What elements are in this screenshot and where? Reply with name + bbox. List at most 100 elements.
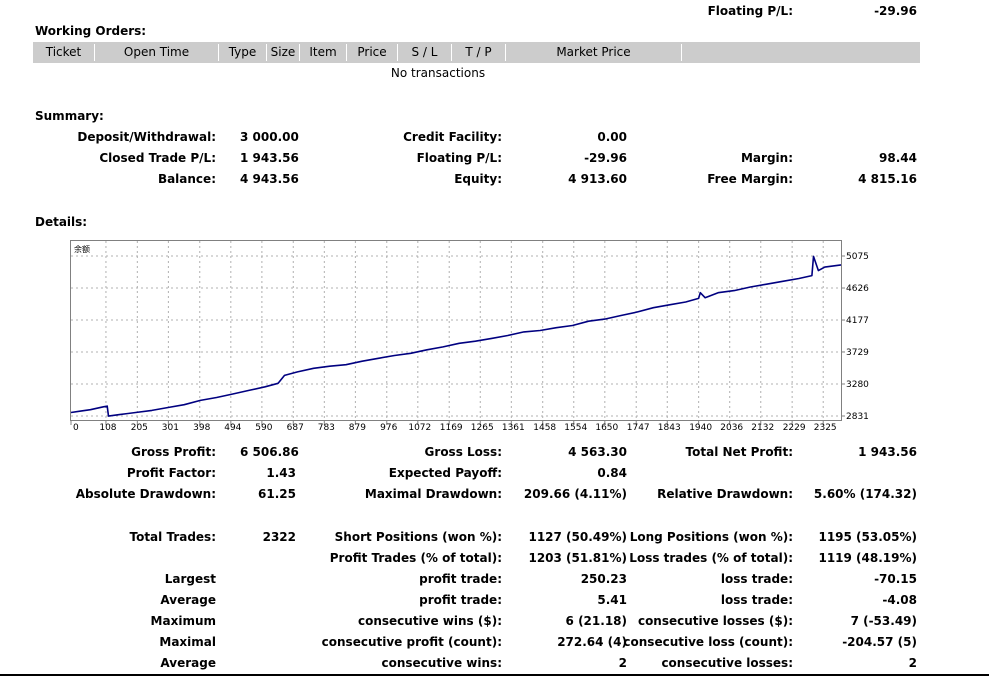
average-loss-value: -4.08: [882, 593, 917, 607]
x-tick-label: 398: [193, 423, 210, 433]
col-size: Size: [270, 45, 296, 59]
free-margin-label: Free Margin:: [707, 172, 793, 186]
short-positions-label: Short Positions (won %):: [334, 530, 502, 544]
chart-title: 余额: [74, 244, 90, 254]
bottom-divider: [0, 674, 989, 676]
floating-pl-label: Floating P/L:: [416, 151, 502, 165]
x-tick-label: 0: [73, 423, 79, 433]
x-tick-label: 1361: [502, 423, 525, 433]
abs-drawdown-label: Absolute Drawdown:: [75, 487, 216, 501]
loss-trades-label: Loss trades (% of total):: [629, 551, 793, 565]
col-open-time: Open Time: [123, 45, 190, 59]
x-tick-label: 301: [162, 423, 179, 433]
x-tick-label: 1650: [595, 423, 618, 433]
x-tick-label: 1265: [471, 423, 494, 433]
avg-cons-losses-label: consecutive losses:: [661, 656, 793, 670]
x-tick-label: 1458: [533, 423, 556, 433]
col-item: Item: [309, 45, 337, 59]
working-orders-header: Ticket Open Time Type Size Item Price S …: [33, 42, 920, 63]
max-drawdown-value: 209.66 (4.11%): [523, 487, 627, 501]
credit-value: 0.00: [597, 130, 627, 144]
y-tick-label: 3729: [846, 348, 869, 358]
net-profit-label: Total Net Profit:: [685, 445, 793, 459]
max-cons-losses-label: consecutive losses ($):: [637, 614, 793, 628]
average-loss-label: loss trade:: [720, 593, 793, 607]
loss-trades-value: 1119 (48.19%): [818, 551, 917, 565]
gross-profit-label: Gross Profit:: [131, 445, 216, 459]
gross-loss-label: Gross Loss:: [424, 445, 502, 459]
margin-value: 98.44: [879, 151, 917, 165]
floating-pl-value: -29.96: [584, 151, 627, 165]
col-sl: S / L: [411, 45, 438, 59]
equity-label: Equity:: [454, 172, 502, 186]
summary-title: Summary:: [35, 109, 104, 123]
balance-value: 4 943.56: [240, 172, 299, 186]
max-cons-losses-value: 7 (-53.49): [850, 614, 917, 628]
net-profit-value: 1 943.56: [858, 445, 917, 459]
y-tick-label: 5075: [846, 252, 869, 262]
max-cons-wins-label: consecutive wins ($):: [357, 614, 502, 628]
max-cons-wins-value: 6 (21.18): [565, 614, 627, 628]
largest-label: Largest: [164, 572, 216, 586]
long-positions-value: 1195 (53.05%): [818, 530, 917, 544]
profit-trades-label: Profit Trades (% of total):: [329, 551, 502, 565]
deposit-value: 3 000.00: [240, 130, 299, 144]
x-tick-label: 1169: [440, 423, 463, 433]
profit-factor-label: Profit Factor:: [126, 466, 216, 480]
largest-loss-label: loss trade:: [720, 572, 793, 586]
x-tick-label: 205: [131, 423, 148, 433]
short-positions-value: 1127 (50.49%): [528, 530, 627, 544]
gross-profit-value: 6 506.86: [240, 445, 299, 459]
x-tick-label: 2132: [751, 423, 774, 433]
x-tick-label: 1843: [658, 423, 681, 433]
closed-pl-label: Closed Trade P/L:: [99, 151, 216, 165]
x-tick-label: 2229: [783, 423, 806, 433]
avg-cons-wins-label: consecutive wins:: [381, 656, 502, 670]
max-drawdown-label: Maximal Drawdown:: [364, 487, 502, 501]
maximal-profit-value: 272.64 (4): [557, 635, 627, 649]
maximal-profit-label: consecutive profit (count):: [321, 635, 502, 649]
closed-pl-value: 1 943.56: [240, 151, 299, 165]
y-tick-label: 4177: [846, 316, 869, 326]
profit-trades-value: 1203 (51.81%): [528, 551, 627, 565]
col-ticket: Ticket: [45, 45, 82, 59]
x-tick-label: 1747: [627, 423, 650, 433]
col-tp: T / P: [465, 45, 492, 59]
gross-loss-value: 4 563.30: [568, 445, 627, 459]
average-profit-value: 5.41: [597, 593, 627, 607]
maximal-loss-value: -204.57 (5): [842, 635, 917, 649]
profit-factor-value: 1.43: [266, 466, 296, 480]
avg-cons-wins-value: 2: [618, 656, 627, 670]
x-tick-label: 590: [255, 423, 272, 433]
x-tick-label: 108: [99, 423, 116, 433]
largest-profit-value: 250.23: [580, 572, 627, 586]
x-tick-label: 1072: [408, 423, 431, 433]
details-title: Details:: [35, 215, 88, 229]
average-label: Average: [160, 593, 216, 607]
y-tick-label: 4626: [846, 284, 869, 294]
x-tick-label: 783: [318, 423, 335, 433]
top-floating-label: Floating P/L:: [707, 4, 793, 18]
col-market-price: Market Price: [556, 45, 631, 59]
balance-chart-svg: 5075 4626 4177 3729 3280 2831 0 108 205 301 398 494…: [70, 241, 869, 433]
x-tick-label: 879: [349, 423, 366, 433]
top-floating-value: -29.96: [874, 4, 917, 18]
maximum-label: Maximum: [150, 614, 216, 628]
average-profit-label: profit trade:: [419, 593, 502, 607]
deposit-label: Deposit/Withdrawal:: [77, 130, 216, 144]
credit-label: Credit Facility:: [403, 130, 502, 144]
equity-value: 4 913.60: [568, 172, 627, 186]
maximal-label: Maximal: [159, 635, 216, 649]
y-tick-label: 3280: [846, 380, 869, 390]
working-orders-title: Working Orders:: [35, 24, 147, 38]
x-tick-label: 1940: [689, 423, 712, 433]
y-tick-label: 2831: [846, 412, 869, 422]
total-trades-value: 2322: [262, 530, 296, 544]
col-price: Price: [357, 45, 387, 59]
balance-label: Balance:: [157, 172, 216, 186]
x-tick-label: 976: [380, 423, 397, 433]
x-tick-label: 2036: [720, 423, 743, 433]
largest-loss-value: -70.15: [874, 572, 917, 586]
total-trades-label: Total Trades:: [129, 530, 216, 544]
no-transactions-text: No transactions: [390, 66, 486, 80]
